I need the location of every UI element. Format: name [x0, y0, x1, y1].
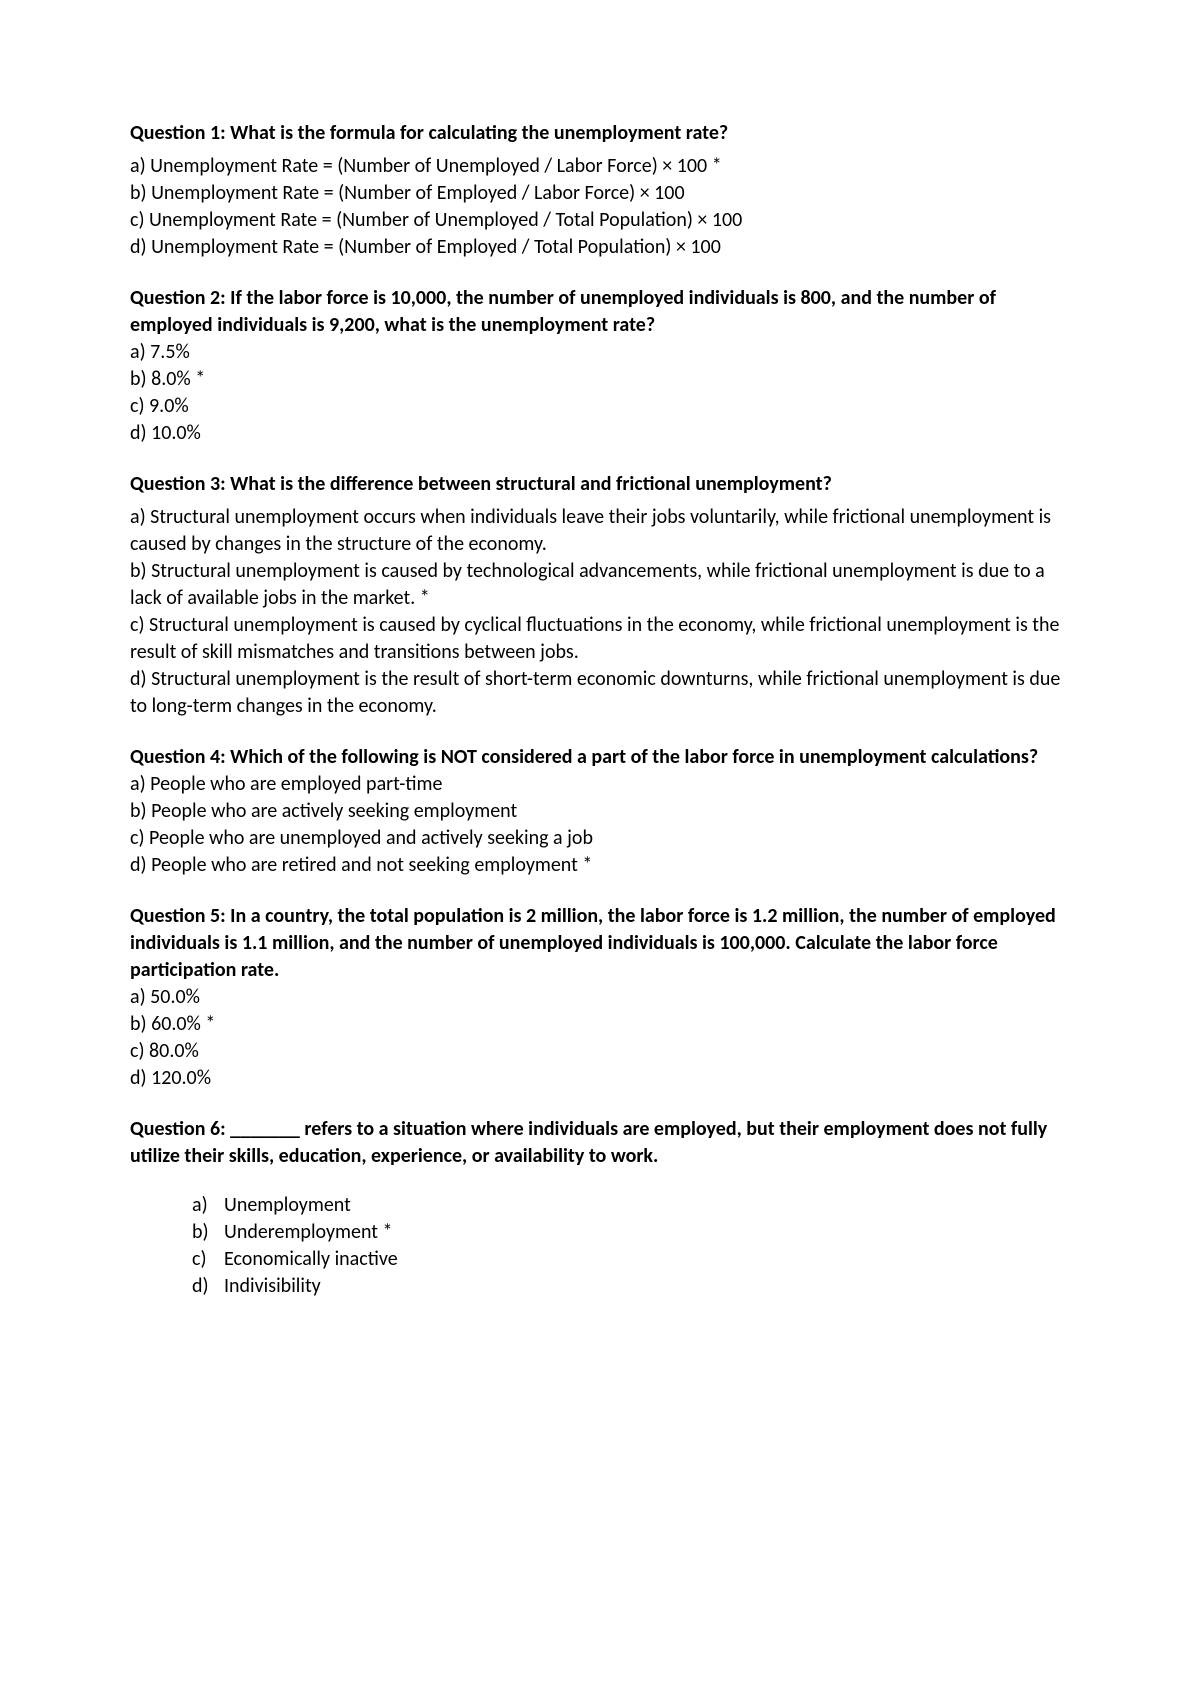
question-5-option-b: b) 60.0% * [130, 1011, 1070, 1038]
question-6-options: a) Unemployment b) Underemployment * c) … [130, 1192, 1070, 1300]
question-4-option-d: d) People who are retired and not seekin… [130, 852, 1070, 879]
question-1-option-c: c) Unemployment Rate = (Number of Unempl… [130, 207, 1070, 234]
question-6-option-a: a) Unemployment [192, 1192, 1070, 1219]
option-text: Economically inactive [224, 1247, 398, 1271]
question-5-option-a: a) 50.0% [130, 984, 1070, 1011]
question-5: Question 5: In a country, the total popu… [130, 903, 1070, 1092]
option-text: Indivisibility [224, 1274, 321, 1298]
question-4-option-a: a) People who are employed part-time [130, 771, 1070, 798]
question-3-title: Question 3: What is the difference betwe… [130, 471, 1070, 498]
option-text: Underemployment * [224, 1220, 392, 1244]
option-text: Unemployment [224, 1193, 351, 1217]
question-3: Question 3: What is the difference betwe… [130, 471, 1070, 720]
question-2-option-a: a) 7.5% [130, 339, 1070, 366]
question-2-option-b: b) 8.0% * [130, 366, 1070, 393]
question-4: Question 4: Which of the following is NO… [130, 744, 1070, 879]
question-1: Question 1: What is the formula for calc… [130, 120, 1070, 261]
question-6-option-c: c) Economically inactive [192, 1246, 1070, 1273]
option-letter: c) [192, 1246, 207, 1273]
option-letter: d) [192, 1273, 209, 1300]
question-6-option-d: d) Indivisibility [192, 1273, 1070, 1300]
question-1-option-b: b) Unemployment Rate = (Number of Employ… [130, 180, 1070, 207]
question-1-option-d: d) Unemployment Rate = (Number of Employ… [130, 234, 1070, 261]
question-4-option-c: c) People who are unemployed and activel… [130, 825, 1070, 852]
question-5-title: Question 5: In a country, the total popu… [130, 903, 1070, 984]
question-2: Question 2: If the labor force is 10,000… [130, 285, 1070, 447]
question-6-title: Question 6: _______ refers to a situatio… [130, 1116, 1070, 1170]
question-2-title: Question 2: If the labor force is 10,000… [130, 285, 1070, 339]
question-3-option-b: b) Structural unemployment is caused by … [130, 558, 1070, 612]
question-5-option-c: c) 80.0% [130, 1038, 1070, 1065]
option-letter: b) [192, 1219, 209, 1246]
question-1-title: Question 1: What is the formula for calc… [130, 120, 1070, 147]
question-1-option-a: a) Unemployment Rate = (Number of Unempl… [130, 153, 1070, 180]
question-2-option-d: d) 10.0% [130, 420, 1070, 447]
question-6-option-b: b) Underemployment * [192, 1219, 1070, 1246]
option-letter: a) [192, 1192, 208, 1219]
question-4-title: Question 4: Which of the following is NO… [130, 744, 1070, 771]
question-6: Question 6: _______ refers to a situatio… [130, 1116, 1070, 1300]
question-3-option-a: a) Structural unemployment occurs when i… [130, 504, 1070, 558]
question-3-option-c: c) Structural unemployment is caused by … [130, 612, 1070, 666]
question-3-option-d: d) Structural unemployment is the result… [130, 666, 1070, 720]
question-5-option-d: d) 120.0% [130, 1065, 1070, 1092]
question-2-option-c: c) 9.0% [130, 393, 1070, 420]
question-4-option-b: b) People who are actively seeking emplo… [130, 798, 1070, 825]
